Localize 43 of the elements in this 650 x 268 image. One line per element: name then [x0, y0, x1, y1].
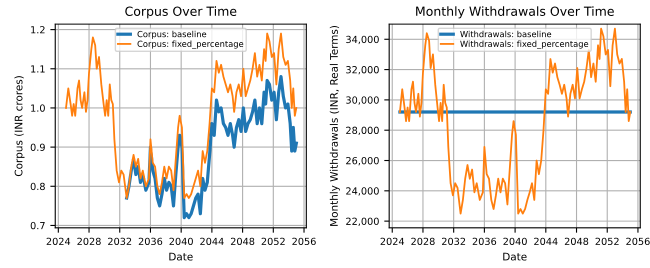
line-series	[65, 32, 298, 199]
x-tick-label: 2040	[170, 238, 193, 246]
y-tick-label: 1.1	[31, 65, 45, 72]
x-tick-label: 2028	[411, 238, 435, 246]
x-tick-label: 2036	[138, 238, 162, 246]
x-axis-title: Date	[503, 252, 527, 261]
chart-title: Monthly Withdrawals Over Time	[416, 6, 614, 18]
x-tick-label: 2052	[262, 238, 285, 246]
y-tick-label: 0.7	[30, 222, 45, 230]
x-tick-label: 2044	[200, 238, 224, 246]
line-series	[399, 28, 632, 214]
y-tick-label: 26,000	[346, 156, 379, 166]
y-tick-label: 34,000	[346, 36, 379, 44]
legend-label: Corpus: fixed_percentage	[138, 40, 244, 49]
x-tick-label: 2052	[596, 238, 619, 246]
x-tick-label: 2036	[472, 238, 496, 246]
y-tick-label: 1.0	[31, 104, 45, 112]
y-axis-title: Corpus (INR crores)	[14, 76, 25, 176]
x-tick-label: 2056	[626, 238, 650, 246]
y-tick-label: 22,000	[346, 218, 379, 226]
legend-label: Withdrawals: baseline	[460, 30, 552, 38]
legend-label: Withdrawals: fixed_percentage	[460, 40, 588, 49]
y-tick-label: 24,000	[346, 187, 379, 196]
x-tick-label: 2028	[77, 238, 101, 246]
x-tick-label: 2048	[564, 238, 588, 246]
x-tick-label: 2056	[292, 238, 316, 246]
y-tick-label: 1.2	[31, 26, 45, 34]
y-tick-label: 32,000	[346, 66, 379, 74]
x-tick-label: 2024	[46, 238, 70, 246]
x-tick-label: 2032	[108, 238, 132, 246]
x-tick-label: 2048	[230, 238, 254, 246]
y-tick-label: 0.9	[30, 144, 45, 151]
x-tick-label: 2024	[380, 238, 404, 246]
y-axis-title: Monthly Withdrawals (INR, Real Terms)	[330, 26, 340, 226]
chart-title: Corpus Over Time	[125, 6, 236, 18]
y-tick-label: 0.8	[30, 182, 45, 190]
x-tick-label: 2040	[503, 238, 527, 246]
y-tick-label: 28,000	[346, 126, 379, 136]
x-tick-label: 2032	[442, 238, 466, 246]
x-tick-label: 2044	[534, 238, 558, 246]
y-tick-label: 30,000	[346, 96, 379, 105]
legend-label: Corpus: baseline	[138, 30, 206, 39]
x-axis-title: Date	[169, 252, 193, 261]
